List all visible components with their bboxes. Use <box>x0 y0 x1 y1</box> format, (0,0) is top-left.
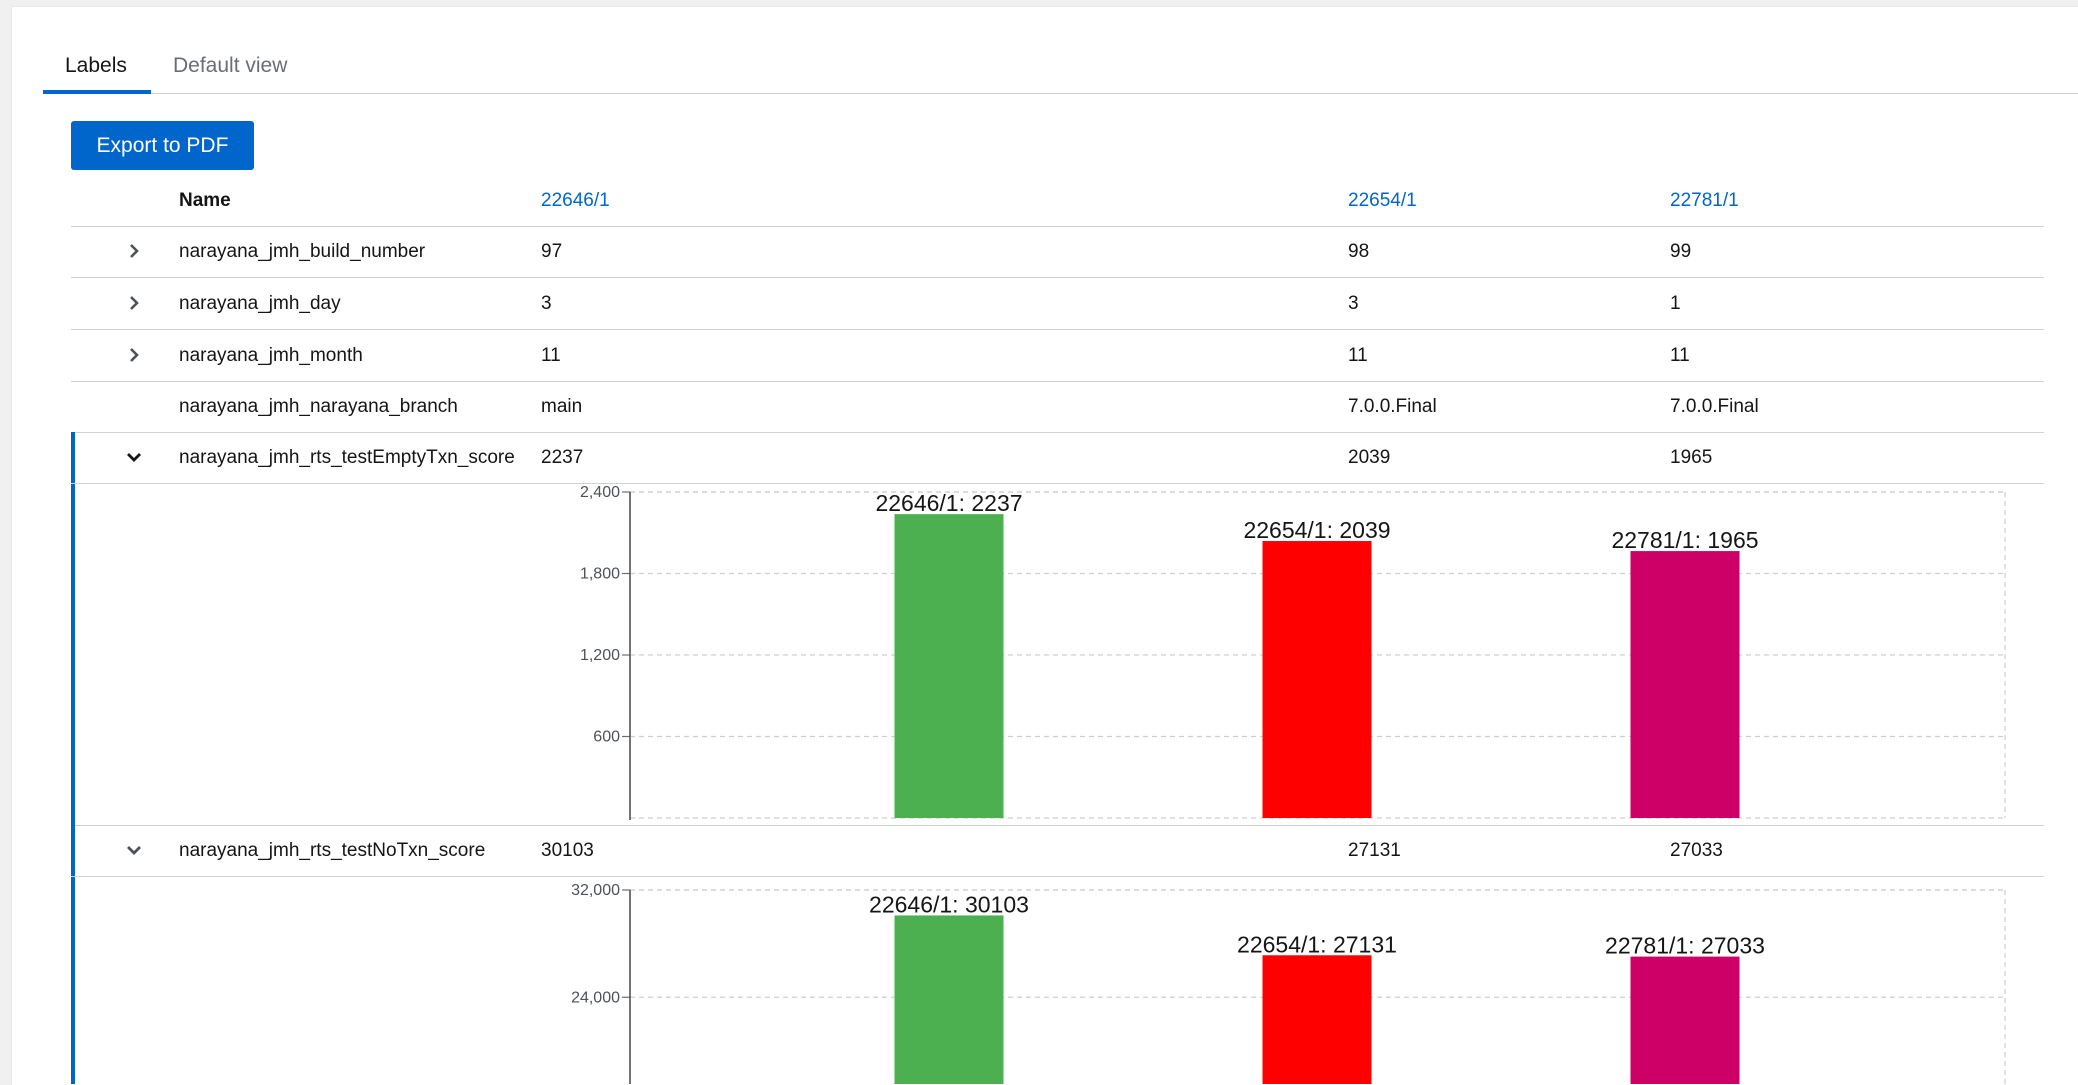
row-divider <box>71 825 2044 826</box>
row-value: 7.0.0.Final <box>1670 396 1759 417</box>
row-divider <box>71 381 2044 382</box>
y-tick-label: 2,400 <box>580 484 620 501</box>
row-value: 3 <box>1348 293 1359 314</box>
expanded-row-indicator <box>71 825 75 1084</box>
bar-data-label: 22781/1: 27033 <box>1605 933 1765 959</box>
row-value: 11 <box>541 345 561 366</box>
row-value: 1 <box>1670 293 1681 314</box>
bar-data-label: 22654/1: 2039 <box>1243 517 1390 543</box>
y-tick-label: 600 <box>593 729 620 746</box>
tab-labels[interactable]: Labels <box>65 54 127 77</box>
expanded-row-indicator <box>71 432 75 825</box>
row-value: 27131 <box>1348 840 1401 861</box>
name-column-header[interactable]: Name <box>179 190 231 211</box>
row-value: 1965 <box>1670 447 1713 468</box>
header-divider <box>71 226 2044 227</box>
bar[interactable] <box>1630 551 1740 818</box>
y-tick-label: 1,200 <box>580 647 620 664</box>
row-value: 2039 <box>1348 447 1391 468</box>
bar-data-label: 22646/1: 30103 <box>869 891 1029 917</box>
row-value: 3 <box>541 293 552 314</box>
row-name: narayana_jmh_rts_testNoTxn_score <box>179 840 486 861</box>
row-value: 7.0.0.Final <box>1348 396 1437 417</box>
expand-chevron-icon[interactable] <box>124 241 144 261</box>
row-name: narayana_jmh_narayana_branch <box>179 396 458 417</box>
row-divider <box>71 432 2044 433</box>
bar-chart-testEmptyTxn: 600 1,200 1,800 2,400 22646/1: 2237 22654/1: … <box>580 484 2006 820</box>
y-tick-label: 24,000 <box>571 989 620 1006</box>
bar-data-label: 22781/1: 1965 <box>1611 527 1758 553</box>
tab-default-view[interactable]: Default view <box>173 54 288 77</box>
tab-divider <box>43 93 2078 94</box>
main-panel <box>11 6 2078 1085</box>
row-value: main <box>541 396 583 417</box>
row-name: narayana_jmh_rts_testEmptyTxn_score <box>179 447 515 468</box>
row-value: 30103 <box>541 840 594 861</box>
bar[interactable] <box>1262 541 1372 818</box>
bar[interactable] <box>1262 955 1372 1084</box>
active-tab-indicator <box>43 90 151 94</box>
row-value: 11 <box>1670 345 1690 366</box>
run-column-header-1[interactable]: 22646/1 <box>541 190 610 211</box>
row-divider <box>71 876 2044 877</box>
collapse-chevron-icon[interactable] <box>124 447 144 467</box>
row-divider <box>71 329 2044 330</box>
bar[interactable] <box>894 514 1004 818</box>
collapse-chevron-icon[interactable] <box>124 840 144 860</box>
row-divider <box>71 483 2044 484</box>
row-name: narayana_jmh_month <box>179 345 363 366</box>
row-name: narayana_jmh_day <box>179 293 341 314</box>
expand-chevron-icon[interactable] <box>124 293 144 313</box>
expand-chevron-icon[interactable] <box>124 345 144 365</box>
row-value: 97 <box>541 241 563 262</box>
row-value: 27033 <box>1670 840 1723 861</box>
bar-data-label: 22646/1: 2237 <box>875 490 1022 516</box>
run-column-header-2[interactable]: 22654/1 <box>1348 190 1417 211</box>
export-to-pdf-button[interactable]: Export to PDF <box>71 121 254 170</box>
row-value: 11 <box>1348 345 1368 366</box>
row-value: 2237 <box>541 447 584 468</box>
row-divider <box>71 277 2044 278</box>
y-tick-label: 1,800 <box>580 566 620 583</box>
row-value: 98 <box>1348 241 1370 262</box>
run-column-header-3[interactable]: 22781/1 <box>1670 190 1739 211</box>
row-value: 99 <box>1670 241 1692 262</box>
bar[interactable] <box>894 915 1004 1084</box>
row-name: narayana_jmh_build_number <box>179 241 426 262</box>
y-tick-label: 32,000 <box>571 882 620 899</box>
bar-data-label: 22654/1: 27131 <box>1237 931 1397 957</box>
bar[interactable] <box>1630 956 1740 1084</box>
